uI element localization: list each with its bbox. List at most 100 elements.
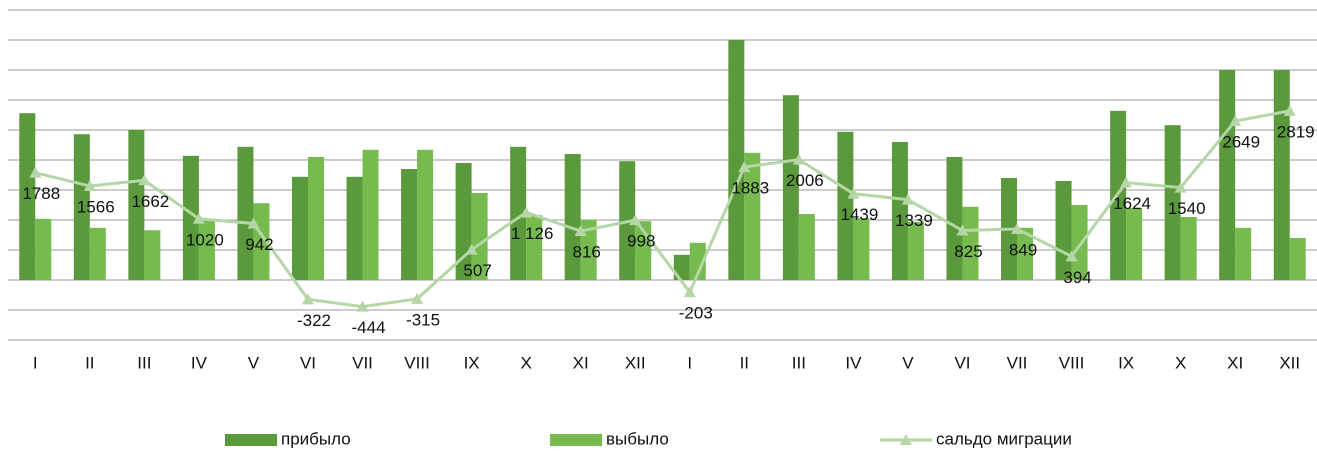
x-tick-label: X xyxy=(1175,353,1186,372)
bar xyxy=(198,220,215,280)
bar xyxy=(1235,227,1252,280)
line-marker xyxy=(1229,115,1242,127)
x-tick-label: VIII xyxy=(1059,353,1085,372)
legend-swatch xyxy=(225,434,277,446)
bar xyxy=(253,203,270,280)
data-label: 849 xyxy=(1009,241,1037,260)
data-label: -315 xyxy=(406,310,440,329)
line-marker xyxy=(574,225,587,237)
bar xyxy=(1055,181,1072,280)
data-label: 998 xyxy=(627,232,655,251)
line-marker xyxy=(192,212,205,224)
data-label: 394 xyxy=(1063,268,1091,287)
x-tick-label: IV xyxy=(191,353,208,372)
data-label: 942 xyxy=(245,235,273,254)
line-marker xyxy=(847,187,860,199)
line-marker xyxy=(465,243,478,255)
x-tick-label: VII xyxy=(352,353,373,372)
bar xyxy=(673,254,690,280)
x-tick-label: III xyxy=(137,353,151,372)
bar xyxy=(291,176,308,280)
bar xyxy=(798,214,815,280)
data-label: -444 xyxy=(352,318,386,337)
x-tick-label: V xyxy=(902,353,914,372)
x-tick-label: II xyxy=(85,353,94,372)
line-marker xyxy=(520,206,533,218)
bar xyxy=(73,134,90,280)
line-marker xyxy=(1174,181,1187,193)
x-tick-label: VII xyxy=(1007,353,1028,372)
line xyxy=(34,109,1291,309)
data-label: 1788 xyxy=(22,184,60,203)
bar xyxy=(1273,70,1290,280)
line-marker xyxy=(247,217,260,229)
data-label: 1540 xyxy=(1168,199,1206,218)
line-marker xyxy=(738,161,751,173)
x-tick-label: IX xyxy=(464,353,480,372)
data-label: 1339 xyxy=(895,211,933,230)
x-tick-label: VI xyxy=(300,353,316,372)
bar xyxy=(1289,238,1306,280)
bar xyxy=(471,193,488,280)
bar xyxy=(564,154,581,280)
line-marker xyxy=(83,180,96,192)
data-label: 1624 xyxy=(1113,194,1151,213)
x-tick-label: IV xyxy=(845,353,862,372)
bar xyxy=(35,218,52,280)
bar xyxy=(144,230,161,280)
bar xyxy=(362,149,379,280)
data-label: 2006 xyxy=(786,171,824,190)
bar xyxy=(1164,125,1181,280)
data-label: -322 xyxy=(297,311,331,330)
x-tick-label: XI xyxy=(573,353,589,372)
line-marker xyxy=(956,224,969,236)
data-label: 1662 xyxy=(131,192,169,211)
x-tick-label: III xyxy=(792,353,806,372)
bar xyxy=(728,40,745,280)
line-marker xyxy=(1011,223,1024,235)
bar xyxy=(182,155,199,280)
bar xyxy=(907,221,924,280)
line-marker xyxy=(901,193,914,205)
legend-label: сальдо миграции xyxy=(936,429,1072,448)
x-tick-label: I xyxy=(687,353,692,372)
bar xyxy=(744,152,761,280)
bar xyxy=(689,242,706,280)
line-marker xyxy=(356,300,369,312)
data-label: 1883 xyxy=(731,179,769,198)
legend-marker xyxy=(900,434,912,445)
x-tick-label: XII xyxy=(1279,353,1300,372)
bar xyxy=(837,131,854,280)
data-label: 816 xyxy=(573,243,601,262)
bar xyxy=(782,95,799,280)
x-tick-label: VIII xyxy=(404,353,430,372)
bar xyxy=(346,176,363,280)
x-tick-label: IX xyxy=(1118,353,1134,372)
data-label: 1 126 xyxy=(511,224,554,243)
line-marker xyxy=(138,174,151,186)
x-tick-label: II xyxy=(740,353,749,372)
data-label: 825 xyxy=(954,242,982,261)
data-label: 507 xyxy=(463,261,491,280)
bar xyxy=(128,130,145,280)
bar xyxy=(89,227,106,280)
x-tick-label: V xyxy=(248,353,260,372)
bar xyxy=(526,215,543,280)
bar xyxy=(1126,208,1143,280)
line-marker xyxy=(792,153,805,165)
legend-label: прибыло xyxy=(281,429,351,448)
data-label: 1439 xyxy=(840,205,878,224)
bar xyxy=(510,146,527,280)
bar xyxy=(1219,70,1236,280)
bar xyxy=(1180,217,1197,280)
x-tick-label: I xyxy=(33,353,38,372)
data-label: 2649 xyxy=(1222,133,1260,152)
legend-swatch xyxy=(550,434,602,446)
bar xyxy=(962,206,979,280)
line-marker xyxy=(1120,176,1133,188)
data-label: -203 xyxy=(679,304,713,323)
bar xyxy=(417,149,434,280)
data-label: 1020 xyxy=(186,230,224,249)
bar xyxy=(891,142,908,280)
